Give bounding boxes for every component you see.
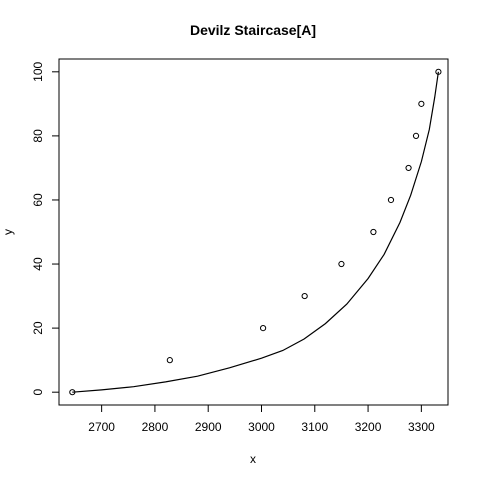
y-tick-label: 80 (31, 129, 45, 143)
y-axis-label: y (1, 229, 15, 235)
data-point (413, 133, 418, 138)
x-tick-label: 3300 (408, 420, 435, 434)
data-point (419, 101, 424, 106)
chart-title: Devilz Staircase[A] (190, 22, 316, 38)
data-point (260, 326, 265, 331)
x-axis-ticks: 2700 2800 2900 3000 3100 3200 3300 (88, 405, 435, 434)
y-tick-label: 100 (31, 61, 45, 81)
y-tick-label: 0 (31, 389, 45, 396)
data-point (371, 229, 376, 234)
data-points (70, 69, 441, 395)
y-tick-label: 60 (31, 193, 45, 207)
data-point (406, 165, 411, 170)
y-tick-label: 40 (31, 257, 45, 271)
data-point (388, 197, 393, 202)
data-point (339, 261, 344, 266)
y-axis-ticks: 0 20 40 60 80 100 (31, 61, 59, 395)
data-point (302, 293, 307, 298)
x-tick-label: 2700 (88, 420, 115, 434)
x-tick-label: 2900 (195, 420, 222, 434)
y-tick-label: 20 (31, 321, 45, 335)
plot-area (59, 59, 448, 405)
data-point (167, 358, 172, 363)
fitted-curve (72, 72, 438, 392)
x-tick-label: 3000 (248, 420, 275, 434)
x-tick-label: 3100 (301, 420, 328, 434)
x-axis-label: x (250, 452, 256, 466)
x-tick-label: 3200 (355, 420, 382, 434)
x-tick-label: 2800 (142, 420, 169, 434)
